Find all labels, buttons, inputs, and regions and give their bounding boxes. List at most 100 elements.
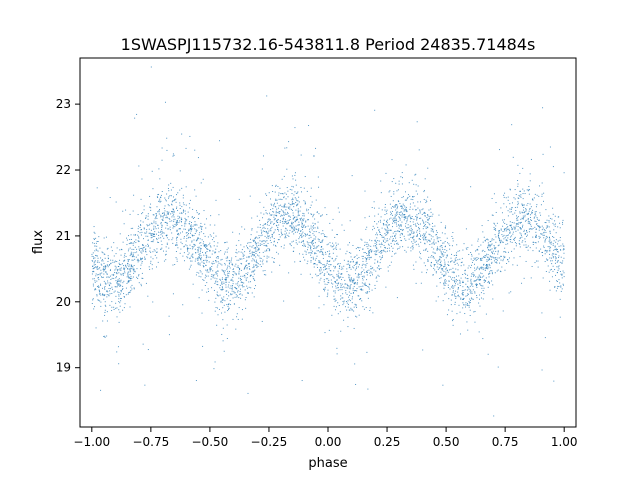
data-point <box>415 184 417 186</box>
data-point <box>262 251 264 253</box>
data-point <box>111 310 113 312</box>
data-point <box>290 204 292 206</box>
data-point <box>238 293 240 295</box>
data-point <box>320 249 322 251</box>
data-point <box>209 256 211 258</box>
data-point <box>495 256 497 258</box>
data-point <box>156 237 158 239</box>
data-point <box>103 335 105 337</box>
data-point <box>391 210 393 212</box>
data-point <box>92 278 94 280</box>
data-point <box>209 224 211 226</box>
data-point <box>385 229 387 231</box>
data-point <box>530 228 532 230</box>
data-point <box>519 222 521 224</box>
data-point <box>291 193 293 195</box>
data-point <box>228 272 230 274</box>
data-point <box>130 253 132 255</box>
data-point <box>369 250 371 252</box>
data-point <box>282 219 284 221</box>
data-point <box>328 282 330 284</box>
data-point <box>102 260 104 262</box>
data-point <box>180 232 182 234</box>
data-point <box>476 267 478 269</box>
data-point <box>115 280 117 282</box>
data-point <box>324 268 326 270</box>
data-point <box>265 274 267 276</box>
data-point <box>135 256 137 258</box>
data-point <box>133 270 135 272</box>
data-point <box>346 302 348 304</box>
data-point <box>92 242 94 244</box>
data-point <box>280 246 282 248</box>
data-point <box>301 236 303 238</box>
data-point <box>99 247 101 249</box>
data-point <box>524 211 526 213</box>
data-point <box>209 268 211 270</box>
data-point <box>316 255 318 257</box>
data-point <box>260 266 262 268</box>
data-point <box>273 232 275 234</box>
data-point <box>289 216 291 218</box>
data-point <box>205 246 207 248</box>
data-point <box>302 218 304 220</box>
data-point <box>302 226 304 228</box>
data-point <box>429 200 431 202</box>
data-point <box>123 268 125 270</box>
data-point <box>153 228 155 230</box>
data-point <box>367 285 369 287</box>
data-point <box>304 203 306 205</box>
data-point <box>496 262 498 264</box>
data-point <box>189 237 191 239</box>
data-point <box>176 224 178 226</box>
data-point <box>443 287 445 289</box>
data-point <box>490 244 492 246</box>
data-point <box>365 264 367 266</box>
data-point <box>467 294 469 296</box>
data-point <box>419 256 421 258</box>
data-point <box>177 247 179 249</box>
data-point <box>192 235 194 237</box>
data-point <box>337 302 339 304</box>
data-point <box>273 238 275 240</box>
data-point <box>299 218 301 220</box>
data-point <box>539 185 541 187</box>
data-point <box>286 168 288 170</box>
data-point <box>189 221 191 223</box>
data-point <box>381 244 383 246</box>
data-point <box>280 193 282 195</box>
data-point <box>107 260 109 262</box>
data-point <box>95 266 97 268</box>
data-point <box>349 309 351 311</box>
data-point <box>403 216 405 218</box>
data-point <box>165 253 167 255</box>
data-point <box>226 241 228 243</box>
data-point <box>325 278 327 280</box>
data-point <box>269 219 271 221</box>
data-point <box>317 176 319 178</box>
data-point <box>466 248 468 250</box>
data-point <box>355 248 357 250</box>
data-point <box>294 216 296 218</box>
data-point <box>122 241 124 243</box>
data-point <box>323 269 325 271</box>
data-point <box>264 240 266 242</box>
data-point <box>206 246 208 248</box>
data-point <box>334 267 336 269</box>
data-point <box>507 234 509 236</box>
data-point <box>465 228 467 230</box>
data-point <box>401 240 403 242</box>
data-point <box>320 269 322 271</box>
data-point <box>443 284 445 286</box>
data-point <box>300 219 302 221</box>
data-point <box>245 297 247 298</box>
data-point <box>246 245 248 247</box>
data-point <box>278 194 280 196</box>
data-point <box>154 235 156 237</box>
data-point <box>296 229 298 231</box>
data-point <box>470 252 472 254</box>
data-point <box>516 215 518 217</box>
data-point <box>186 238 188 240</box>
data-point <box>119 283 121 285</box>
data-point <box>392 217 394 219</box>
